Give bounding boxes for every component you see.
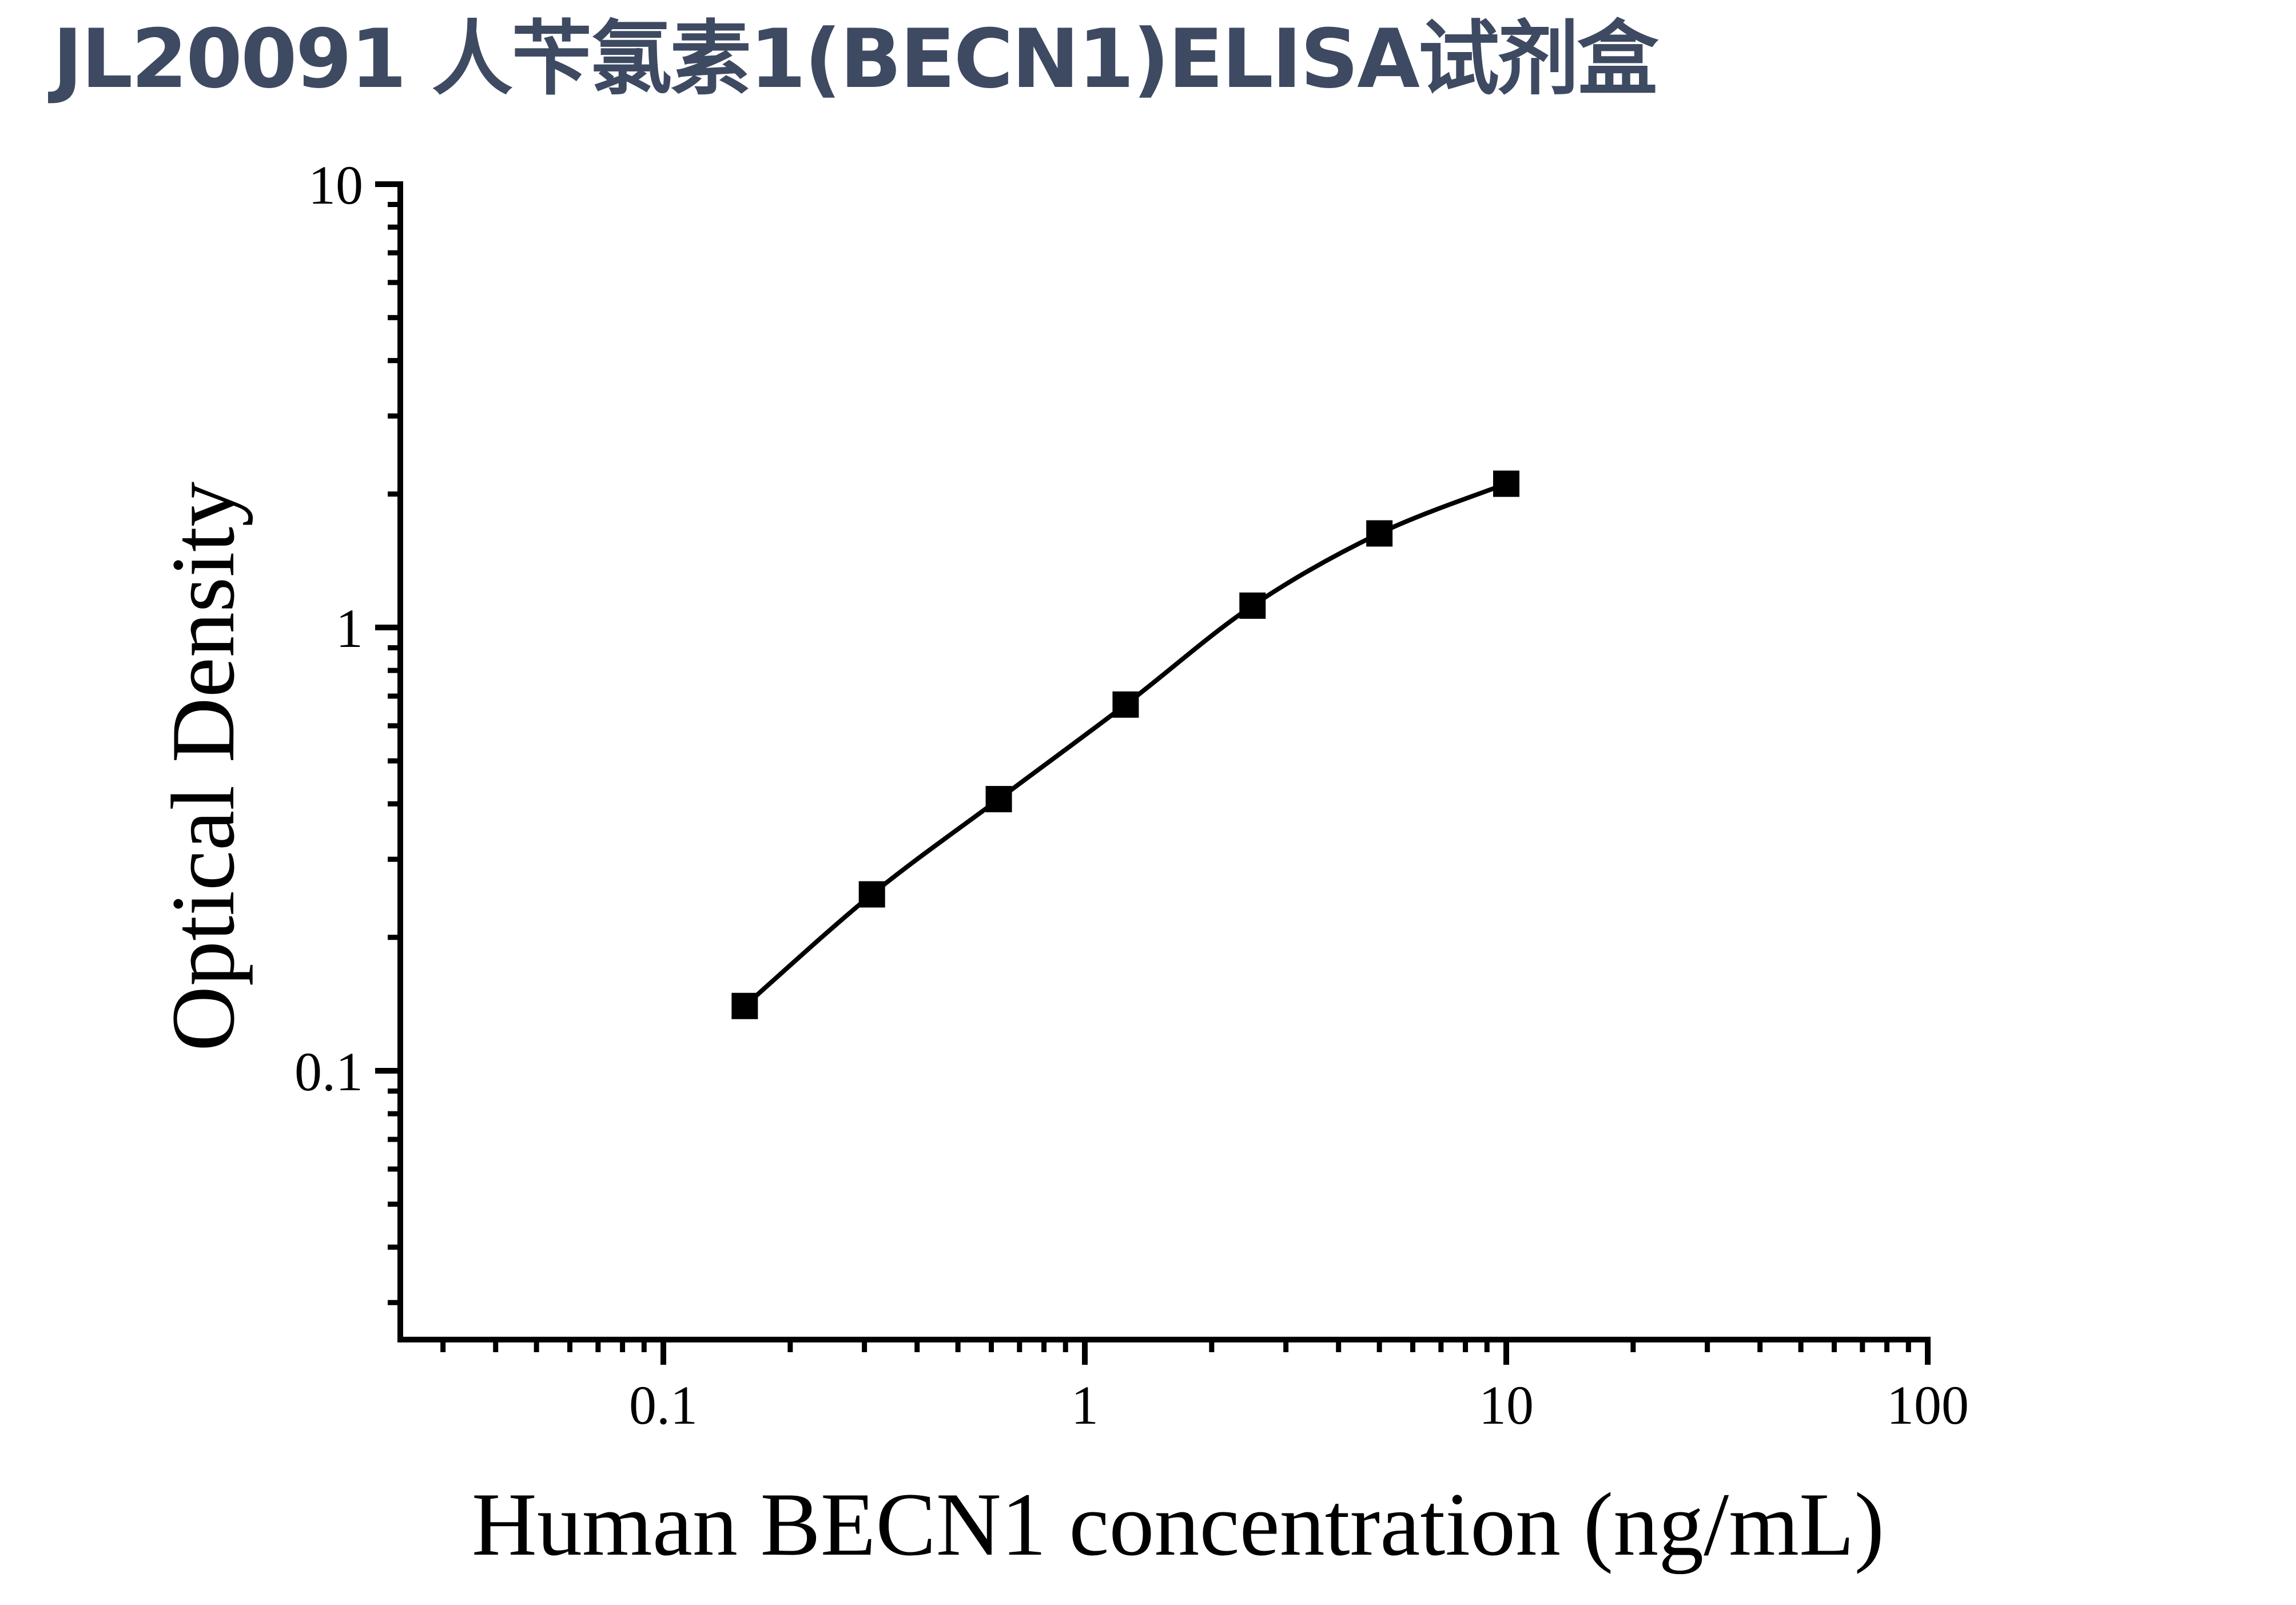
data-point-marker	[985, 786, 1012, 813]
y-axis-title: Optical Density	[153, 482, 253, 1051]
x-tick-label: 100	[1887, 1374, 1969, 1436]
y-tick-label: 1	[336, 598, 363, 659]
x-tick-label: 10	[1479, 1374, 1534, 1436]
chart-plot-area: 0.1 1 10 100 0.1 1 10	[295, 154, 1969, 1436]
data-point-marker	[1112, 691, 1139, 718]
data-point-marker	[731, 992, 758, 1019]
page-title: JL20091 人苄氯素1(BECN1)ELISA试剂盒	[53, 12, 1658, 106]
y-tick-label: 10	[308, 154, 363, 216]
data-point-marker	[1493, 470, 1519, 497]
x-tick-label: 1	[1071, 1374, 1099, 1436]
fit-curve	[743, 481, 1507, 1008]
y-tick-label: 0.1	[295, 1041, 363, 1102]
x-tick-label: 0.1	[629, 1374, 698, 1436]
data-point-marker	[858, 881, 885, 908]
data-point-marker	[1366, 520, 1393, 547]
data-point-marker	[1239, 592, 1266, 619]
x-axis-title: Human BECN1 concentration (ng/mL)	[472, 1475, 1884, 1575]
